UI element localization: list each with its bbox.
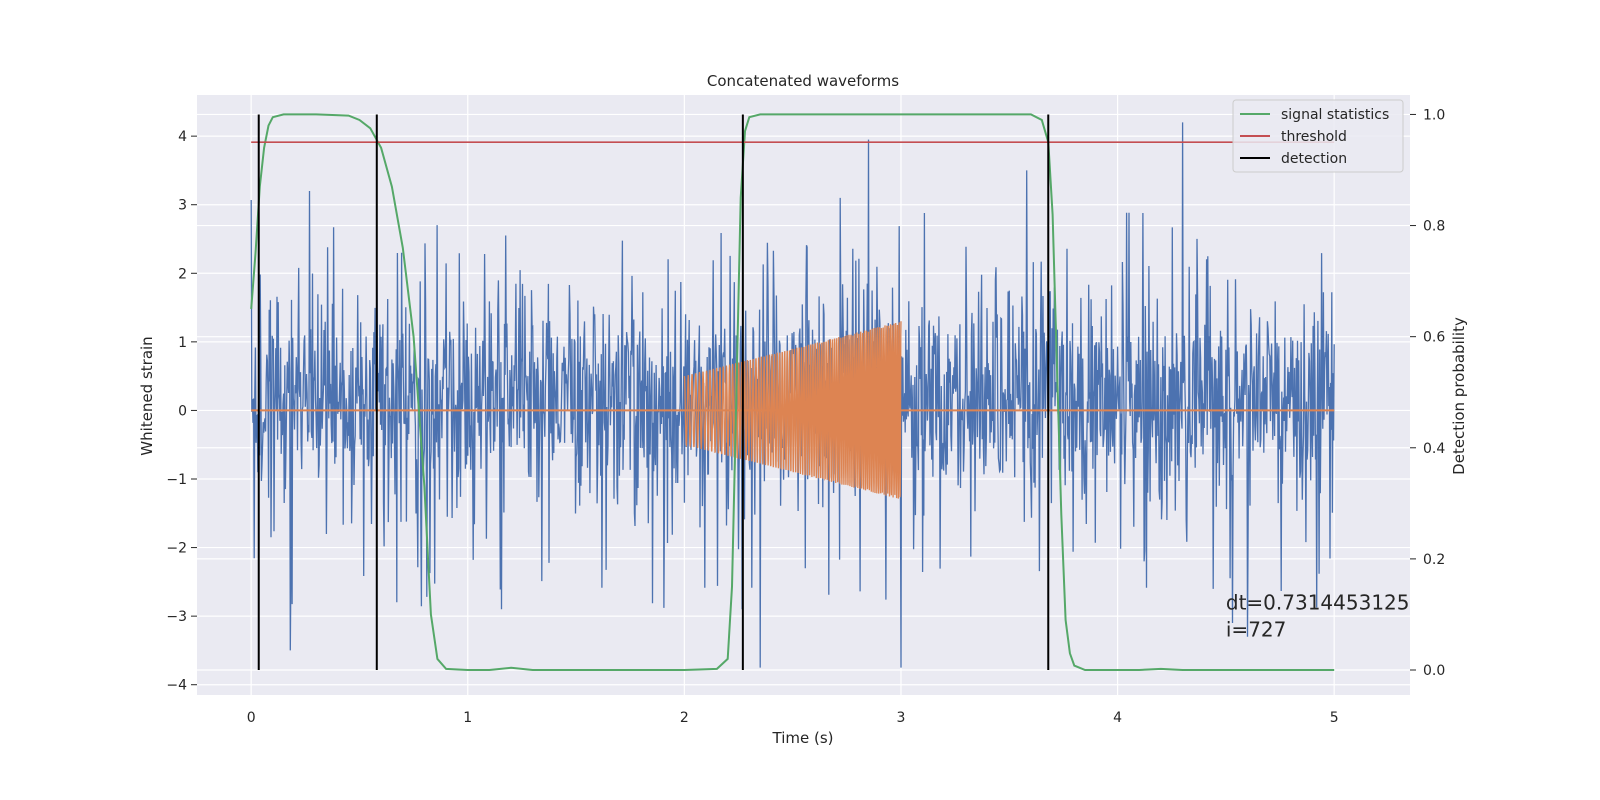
annotations: dt=0.7314453125 i=727: [1226, 590, 1410, 641]
x-tick-label: 1: [463, 710, 472, 726]
x-tick-label: 2: [680, 710, 689, 726]
legend: signal statistics threshold detection: [1232, 99, 1404, 173]
y-tick-label: −1: [166, 472, 187, 488]
y-tick-label: 1: [178, 335, 187, 351]
y2-tick-label: 1.0: [1423, 107, 1445, 123]
y2-tick-label: 0.6: [1423, 330, 1445, 346]
annotation-0: dt=0.7314453125: [1226, 590, 1410, 614]
x-tick-label: 4: [1113, 710, 1122, 726]
y2-axis-ticks: 0.0 0.2 0.4 0.6 0.8 1.0: [1410, 107, 1445, 679]
y2-tick-label: 0.0: [1423, 663, 1445, 679]
x-axis-label: Time (s): [772, 729, 834, 747]
legend-label-threshold: threshold: [1281, 129, 1347, 145]
series-signal-statistics: [250, 113, 1335, 671]
y-tick-label: 4: [178, 129, 187, 145]
series-layer: [250, 113, 1335, 671]
x-tick-label: 3: [897, 710, 906, 726]
legend-label-detection: detection: [1281, 151, 1347, 167]
y-tick-label: −2: [166, 541, 187, 557]
chart-title: Concatenated waveforms: [707, 72, 899, 90]
x-axis-ticks: 0 1 2 3 4 5: [247, 710, 1339, 726]
annotation-1: i=727: [1226, 618, 1287, 642]
x-tick-label: 0: [247, 710, 256, 726]
series-chirp: [683, 321, 902, 499]
y2-axis-label: Detection probability: [1450, 317, 1468, 475]
legend-box: [1232, 99, 1404, 173]
y-axis-label: Whitened strain: [138, 336, 156, 455]
y2-tick-label: 0.4: [1423, 441, 1445, 457]
y-tick-label: 0: [178, 403, 187, 419]
y2-tick-label: 0.2: [1423, 552, 1445, 568]
legend-label-signal-statistics: signal statistics: [1281, 107, 1389, 123]
y2-tick-label: 0.8: [1423, 219, 1445, 235]
y-tick-label: 2: [178, 266, 187, 282]
y-axis-ticks: −4 −3 −2 −1 0 1 2 3 4: [166, 129, 197, 694]
y-tick-label: −3: [166, 609, 187, 625]
y-tick-label: −4: [166, 678, 187, 694]
y-tick-label: 3: [178, 198, 187, 214]
x-tick-label: 5: [1330, 710, 1339, 726]
